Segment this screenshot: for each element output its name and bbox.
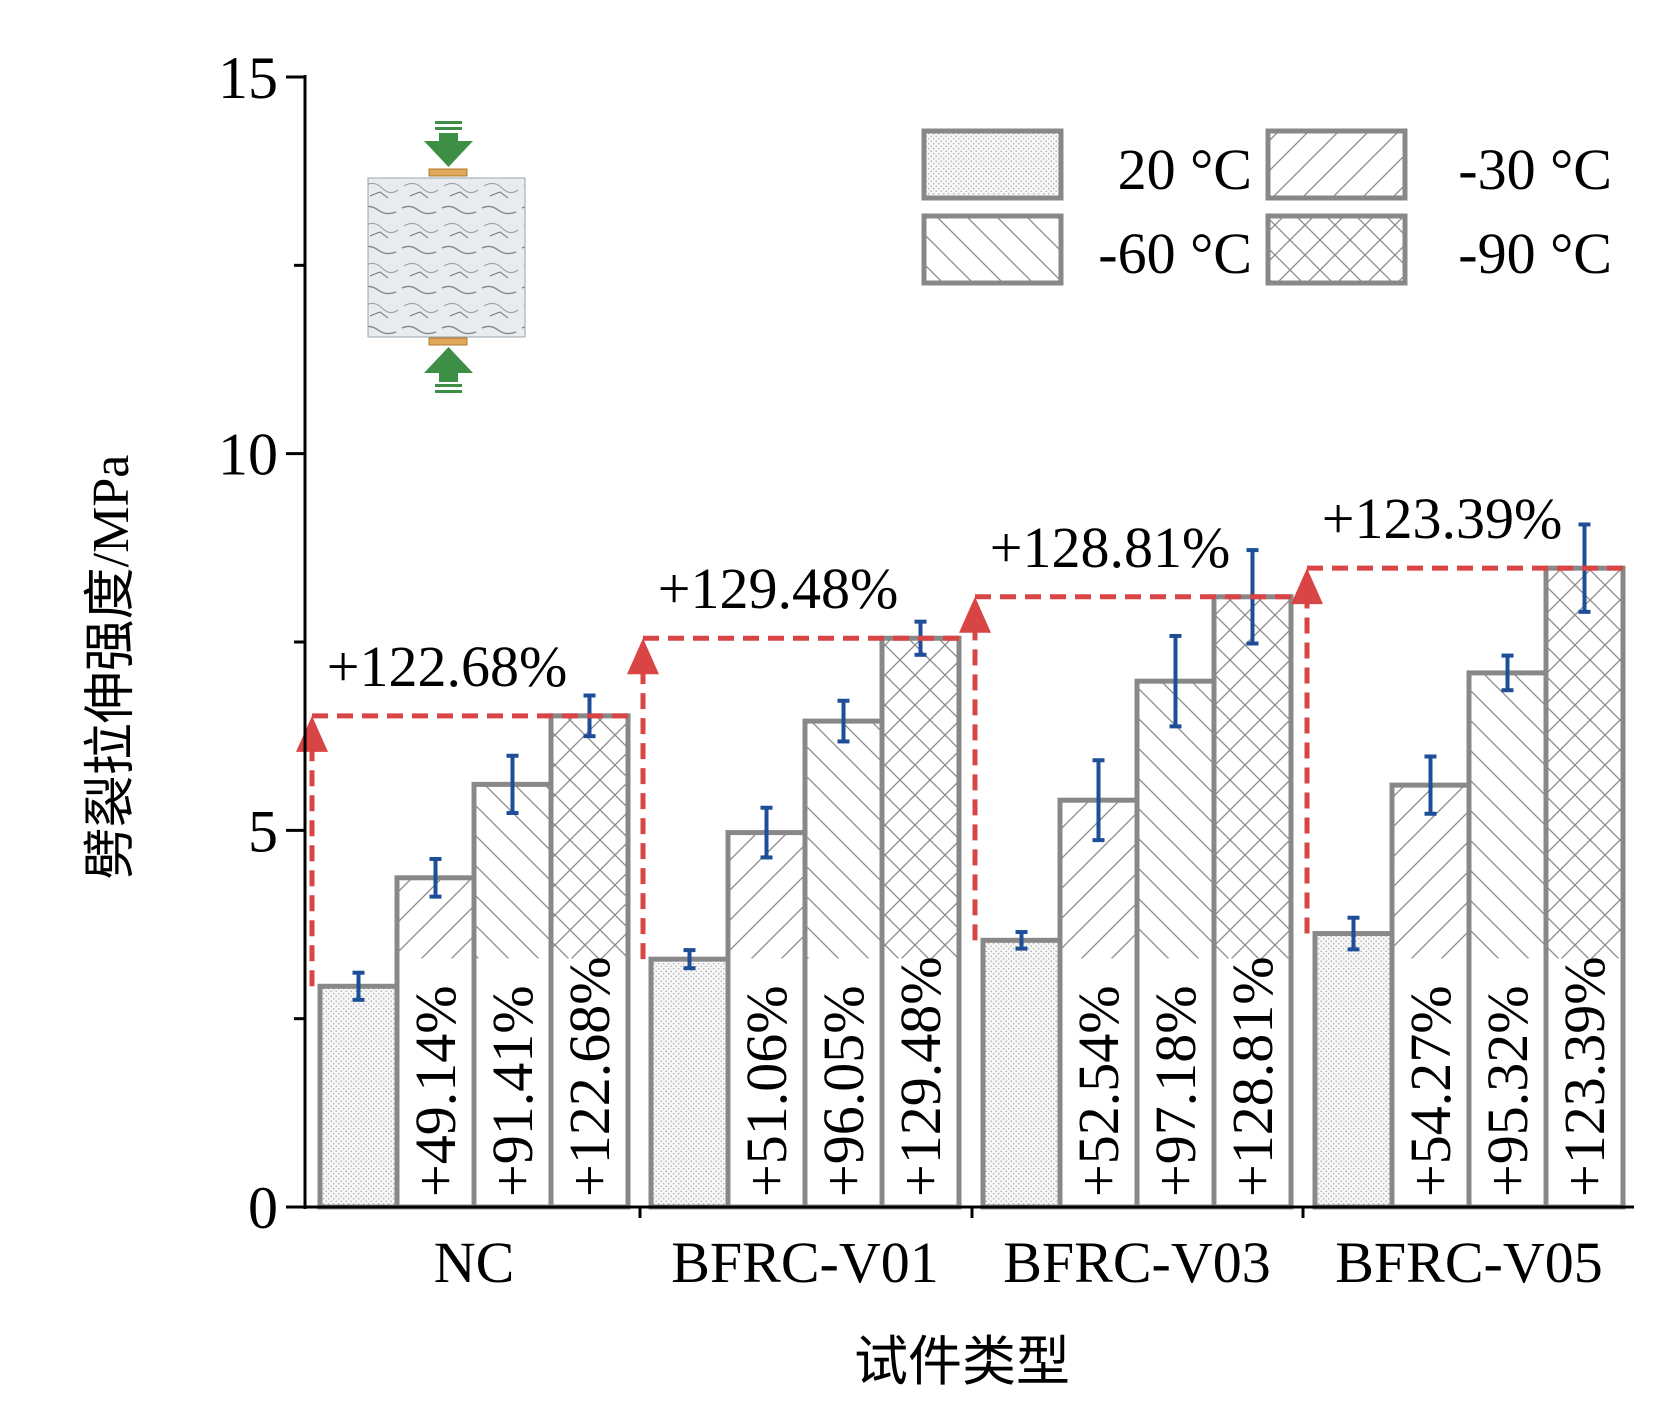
bar-label-bg-3-2 — [1471, 958, 1544, 1205]
error-bar-1-2 — [837, 698, 850, 744]
error-bars-layer — [352, 522, 1591, 1002]
legend-label-3: -90 °C — [1458, 221, 1612, 286]
x-axis-title: 试件类型 — [854, 1332, 1070, 1392]
bar-label-1-2: +96.05% — [811, 985, 876, 1197]
error-bar-2-0 — [1015, 930, 1028, 951]
x-tick-label-3: BFRC-V05 — [1335, 1230, 1603, 1295]
increase-label-1: +129.48% — [658, 556, 899, 621]
bar-label-bg-3-1 — [1394, 958, 1467, 1205]
bar-label-2-2: +97.18% — [1143, 985, 1208, 1197]
error-bar-1-1 — [760, 805, 773, 860]
increase-arrow-2 — [959, 594, 1291, 941]
legend-swatch-0 — [921, 128, 1064, 201]
bar-2-0 — [980, 937, 1063, 1210]
legend-swatch-1 — [1265, 128, 1408, 201]
bar-label-3-3: +123.39% — [1552, 956, 1617, 1197]
y-tick-label-3: 15 — [218, 45, 278, 111]
legend-label-1: -30 °C — [1458, 137, 1612, 202]
bar-label-bg-0-2 — [476, 958, 549, 1205]
bottom-load-arrow-icon — [424, 347, 473, 393]
bar-label-bg-3-3 — [1548, 958, 1621, 1205]
legend: 20 °C -30 °C -60 °C -90 °C — [921, 128, 1612, 286]
y-tick-label-1: 5 — [248, 798, 278, 864]
legend-swatch-2 — [921, 213, 1064, 286]
axes-layer: NC BFRC-V01 BFRC-V03 BFRC-V05 0 5 10 15 — [218, 45, 1634, 1295]
bar-label-bg-1-2 — [807, 958, 880, 1205]
bar-label-2-3: +128.81% — [1220, 956, 1285, 1197]
bar-label-2-1: +52.54% — [1066, 985, 1131, 1197]
bar-label-3-1: +54.27% — [1398, 985, 1463, 1197]
legend-label-0: 20 °C — [1118, 137, 1252, 202]
bar-label-0-3: +122.68% — [557, 956, 622, 1197]
bar-label-1-1: +51.06% — [734, 985, 799, 1197]
bar-label-3-2: +95.32% — [1475, 985, 1540, 1197]
bar-label-bg-2-1 — [1062, 958, 1135, 1205]
specimen-block — [367, 177, 526, 338]
x-tick-label-2: BFRC-V03 — [1003, 1230, 1271, 1295]
error-bar-0-2 — [506, 753, 519, 816]
bar-0-0 — [317, 983, 400, 1210]
error-bar-3-1 — [1424, 754, 1437, 816]
bar-label-bg-2-2 — [1139, 958, 1212, 1205]
y-tick-label-2: 10 — [218, 422, 278, 488]
top-load-arrow-icon — [424, 121, 473, 167]
error-bar-3-2 — [1501, 653, 1514, 693]
specimen-inset — [367, 121, 526, 393]
error-bar-3-0 — [1347, 915, 1360, 952]
bar-label-0-2: +91.41% — [480, 985, 545, 1197]
error-bar-2-2 — [1169, 633, 1182, 729]
x-tick-label-1: BFRC-V01 — [671, 1230, 939, 1295]
bar-labels-layer: +49.14% +91.41% +122.68% +51.06% +96.05% +129… — [399, 956, 1621, 1205]
bar-1-0 — [648, 956, 731, 1210]
increase-label-2: +128.81% — [990, 515, 1231, 580]
increase-label-3: +123.39% — [1322, 486, 1563, 551]
bar-label-bg-1-3 — [884, 958, 957, 1205]
legend-label-2: -60 °C — [1098, 221, 1252, 286]
bar-3-0 — [1312, 931, 1395, 1210]
error-bar-1-0 — [683, 948, 696, 971]
error-bar-0-1 — [429, 856, 442, 899]
increase-arrows-layer: +122.68% +129.48% +128.81% +123.39% — [296, 486, 1623, 987]
bar-label-bg-0-3 — [553, 958, 626, 1205]
bar-label-1-3: +129.48% — [888, 956, 953, 1197]
increase-arrow-3 — [1291, 565, 1623, 934]
error-bar-0-0 — [352, 970, 365, 1002]
increase-label-0: +122.68% — [327, 634, 568, 699]
x-tick-label-0: NC — [434, 1230, 515, 1295]
bar-label-bg-1-1 — [730, 958, 803, 1205]
error-bar-2-1 — [1092, 758, 1105, 843]
legend-swatch-3 — [1265, 213, 1408, 286]
increase-arrow-1 — [627, 635, 959, 960]
bar-label-bg-2-3 — [1216, 958, 1289, 1205]
y-tick-label-0: 0 — [248, 1175, 278, 1241]
bar-label-bg-0-1 — [399, 958, 472, 1205]
y-axis-title: 劈裂拉伸强度/MPa — [83, 455, 140, 880]
bottom-load-plate — [428, 337, 468, 346]
bar-label-0-1: +49.14% — [403, 985, 468, 1197]
top-load-plate — [428, 168, 468, 177]
